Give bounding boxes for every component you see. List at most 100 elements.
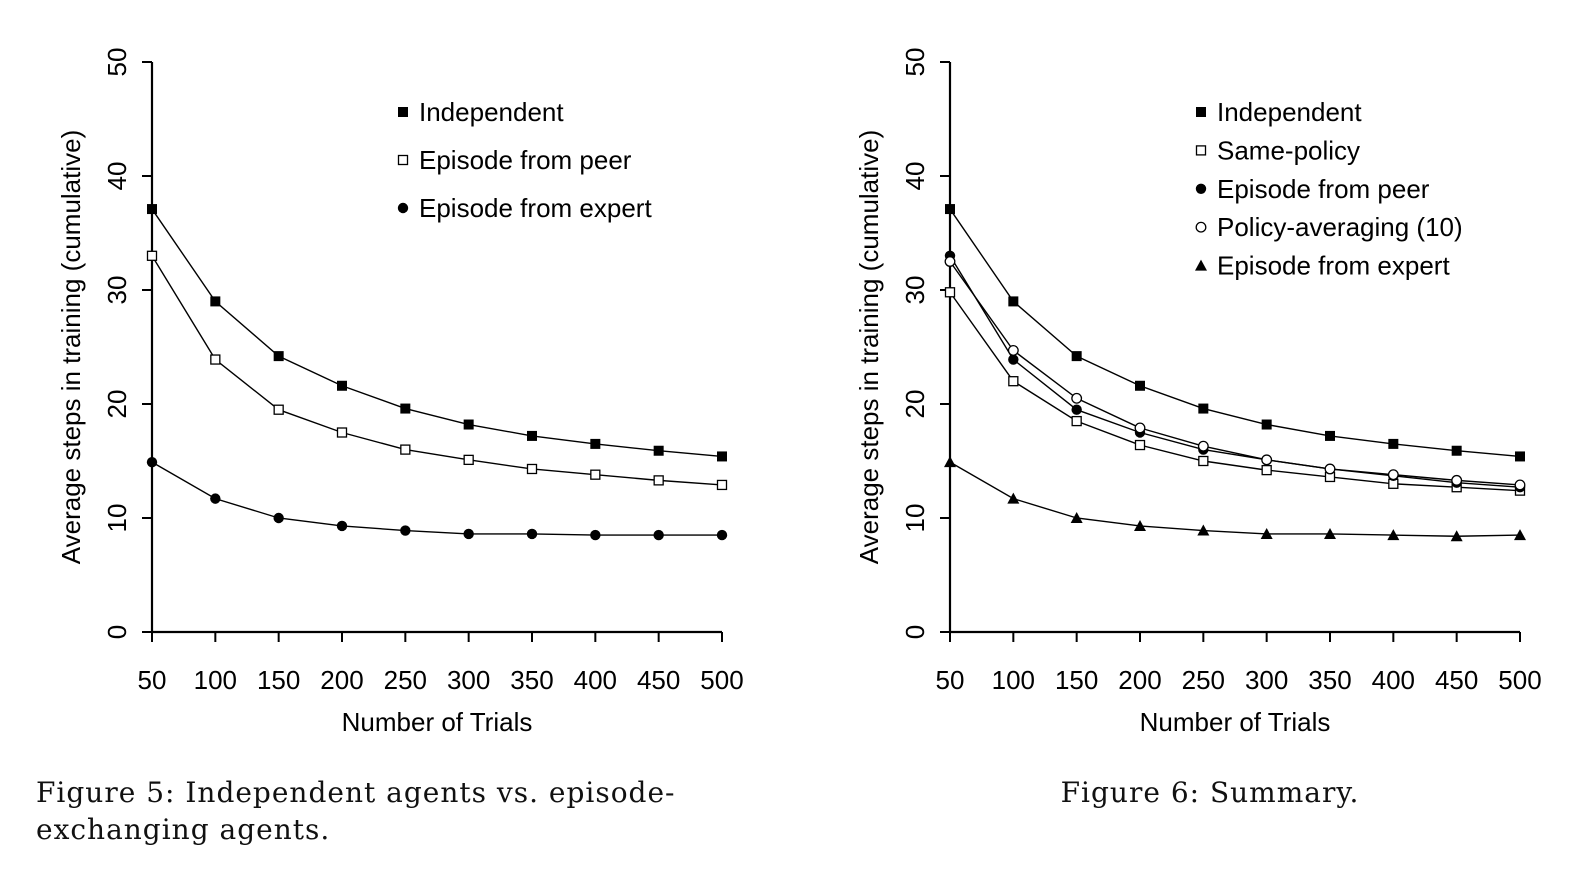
series-line (151, 208, 723, 458)
data-point (336, 427, 348, 438)
y-tick-label: 0 (900, 625, 930, 639)
x-tick-label: 250 (384, 665, 427, 695)
series-line (151, 461, 722, 536)
series-episode-from-peer (944, 250, 1526, 493)
legend-marker (397, 202, 409, 214)
x-tick-label: 350 (1308, 665, 1351, 695)
x-tick-label: 400 (574, 665, 617, 695)
legend-marker (1195, 221, 1207, 233)
data-point (653, 445, 664, 456)
data-point (1324, 463, 1336, 475)
series-line (949, 461, 1521, 537)
y-tick-label: 30 (900, 276, 930, 305)
series-line (949, 261, 1521, 486)
chart-panel-2: 0 10 20 30 40 50 50 100 150 200 250 300 350 400 450 500… (854, 48, 1542, 737)
data-point (527, 430, 537, 441)
x-tick-label: 300 (1245, 665, 1288, 695)
legend-marker (1195, 259, 1207, 271)
y-tick-label: 50 (900, 48, 930, 77)
data-point (1007, 492, 1020, 504)
data-point (1387, 529, 1400, 541)
data-point (1387, 469, 1399, 481)
x-tick-label: 500 (700, 665, 743, 695)
series-line (949, 208, 1521, 458)
data-point (1514, 479, 1526, 491)
x-tick-label: 450 (637, 665, 680, 695)
data-point (526, 528, 538, 540)
data-point (1451, 474, 1463, 486)
data-point (1134, 519, 1146, 531)
legend-marker (1196, 107, 1206, 117)
x-tick-label: 50 (936, 665, 965, 695)
legend-label: Episode from peer (1217, 174, 1430, 204)
data-point (590, 469, 601, 480)
data-point (1198, 455, 1209, 467)
legend-marker (1195, 145, 1207, 156)
data-point (400, 444, 411, 455)
data-point (273, 512, 284, 524)
legend-label: Independent (419, 97, 564, 127)
y-tick-label: 20 (102, 390, 132, 419)
data-point (1450, 530, 1463, 542)
data-point (1008, 296, 1019, 307)
legend-marker (1195, 183, 1207, 194)
data-point (337, 380, 347, 391)
x-tick-label: 100 (992, 665, 1035, 695)
data-point (1325, 430, 1335, 441)
x-axis-label: Number of Trials (1140, 707, 1331, 737)
data-point (1008, 354, 1019, 365)
figure-5-caption: Figure 5: Independent agents vs. episode… (36, 776, 676, 846)
x-tick-label: 250 (1182, 665, 1225, 695)
y-axis-label: Average steps in training (cumulative) (854, 130, 884, 565)
data-point (1388, 438, 1399, 449)
data-point (1071, 351, 1082, 362)
x-tick-label: 50 (138, 665, 167, 695)
x-tick-label: 300 (447, 665, 490, 695)
y-tick-label: 10 (102, 504, 132, 533)
data-point (400, 525, 411, 536)
data-point (717, 451, 727, 462)
data-point (463, 528, 474, 540)
series-line (949, 291, 1521, 492)
y-tick-label: 40 (900, 162, 930, 191)
data-point (1007, 344, 1019, 356)
data-point (463, 419, 474, 430)
data-point (590, 438, 601, 449)
data-point (1008, 376, 1019, 387)
series-policy-averaging-10 (944, 256, 1526, 491)
data-point (1261, 419, 1272, 430)
y-tick-label: 20 (900, 390, 930, 419)
series-episode-from-expert (944, 456, 1526, 542)
series-independent (945, 204, 1525, 462)
data-point (273, 351, 284, 362)
data-point (400, 403, 411, 414)
data-point (944, 287, 956, 298)
data-point (716, 529, 728, 541)
y-tick-label: 10 (900, 504, 930, 533)
data-point (1515, 451, 1525, 462)
x-tick-label: 500 (1498, 665, 1541, 695)
data-point (1324, 527, 1336, 539)
data-point (1261, 454, 1273, 466)
series-same-policy (944, 287, 1526, 496)
data-point (1514, 529, 1526, 541)
data-point (1451, 445, 1462, 456)
data-point (1134, 439, 1146, 451)
data-point (1071, 415, 1082, 427)
legend-marker (397, 154, 409, 166)
legend-label: Same-policy (1217, 135, 1360, 165)
y-tick-label: 40 (102, 162, 132, 191)
data-point (1198, 403, 1209, 414)
data-point (1261, 464, 1272, 476)
data-point (1260, 527, 1273, 539)
data-point (463, 454, 474, 466)
series-line (151, 255, 723, 486)
series-line (949, 255, 1521, 488)
data-point (653, 475, 664, 486)
legend: Independent Same-policy Episode from peer P… (1195, 97, 1463, 281)
y-axis-label: Average steps in training (cumulative) (56, 130, 86, 565)
data-point (210, 296, 221, 307)
x-tick-label: 400 (1372, 665, 1415, 695)
data-point (590, 529, 601, 541)
